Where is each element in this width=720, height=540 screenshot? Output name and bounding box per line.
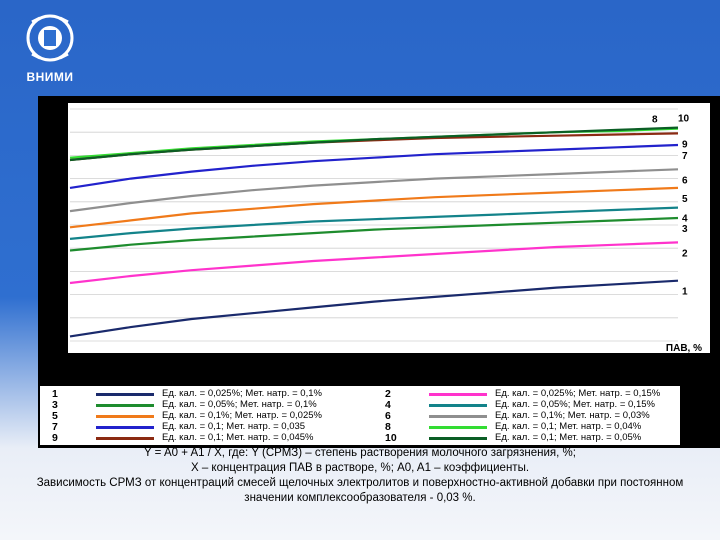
legend-number: 5 <box>52 410 58 422</box>
curve-label-8: 8 <box>652 115 658 126</box>
legend-label: Ед. кал. = 0,1%; Мет. натр. = 0,03% <box>495 410 650 421</box>
curve-label-7: 7 <box>682 151 688 162</box>
series-line-5 <box>69 186 679 229</box>
legend-number: 6 <box>385 410 391 422</box>
logo: ВНИМИ <box>22 10 78 88</box>
chart-area: 1 2 3 4 5 6 7 8 9 10 ПАВ, % <box>68 103 710 353</box>
caption-line-4: значении комплексообразователя - 0,03 %. <box>244 492 476 504</box>
legend-label: Ед. кал. = 0,1%; Мет. натр. = 0,025% <box>162 410 322 421</box>
legend-label: Ед. кал. = 0,05%; Мет. натр. = 0,1% <box>162 399 317 410</box>
series-line-3 <box>69 216 679 252</box>
legend-swatch <box>96 393 154 396</box>
chart-svg: 1 2 34 5 6 7 8 9 10 ПАВ, % <box>69 108 702 353</box>
series-line-2 <box>69 241 679 285</box>
series-line-10 <box>69 126 679 162</box>
series-line-4 <box>69 206 679 240</box>
caption: Y = A0 + A1 / X, где: Y (СРМЗ) – степень… <box>0 446 720 506</box>
legend-item-10: 10 Ед. кал. = 0,1; Мет. натр. = 0,05% <box>385 432 675 444</box>
legend-item-1: 1 Ед. кал. = 0,025%; Мет. натр. = 0,1% <box>52 388 342 400</box>
legend-label: Ед. кал. = 0,1; Мет. натр. = 0,045% <box>162 432 314 443</box>
legend-label: Ед. кал. = 0,1; Мет. натр. = 0,04% <box>495 421 642 432</box>
legend-label: Ед. кал. = 0,1; Мет. натр. = 0,035 <box>162 421 306 432</box>
legend-swatch <box>96 415 154 418</box>
legend-item-5: 5 Ед. кал. = 0,1%; Мет. натр. = 0,025% <box>52 410 342 422</box>
series-line-9 <box>69 132 679 162</box>
series-line-6 <box>69 168 679 213</box>
legend-number: 1 <box>52 388 58 400</box>
curve-label-4: 4 <box>682 214 688 225</box>
legend-number: 9 <box>52 432 58 444</box>
legend-item-9: 9 Ед. кал. = 0,1; Мет. натр. = 0,045% <box>52 432 342 444</box>
vnimi-emblem-icon <box>26 14 74 62</box>
x-axis-label: ПАВ, % <box>666 343 702 353</box>
legend-number: 3 <box>52 399 58 411</box>
caption-line-3: Зависимость СРМЗ от концентраций смесей … <box>36 477 684 489</box>
legend-item-8: 8 Ед. кал. = 0,1; Мет. натр. = 0,04% <box>385 421 675 433</box>
legend-swatch <box>429 393 487 396</box>
legend-swatch <box>429 426 487 429</box>
legend-swatch <box>429 415 487 418</box>
legend-swatch <box>96 437 154 440</box>
legend-number: 4 <box>385 399 391 411</box>
curve-label-2: 2 <box>682 248 688 259</box>
legend-item-3: 3 Ед. кал. = 0,05%; Мет. натр. = 0,1% <box>52 399 342 411</box>
legend-label: Ед. кал. = 0,025%; Мет. натр. = 0,1% <box>162 388 322 399</box>
legend: 1 Ед. кал. = 0,025%; Мет. натр. = 0,1% 2 Ед… <box>40 386 680 445</box>
legend-swatch <box>96 426 154 429</box>
legend-item-2: 2 Ед. кал. = 0,025%; Мет. натр. = 0,15% <box>385 388 675 400</box>
legend-item-7: 7 Ед. кал. = 0,1; Мет. натр. = 0,035 <box>52 421 342 433</box>
legend-number: 7 <box>52 421 58 433</box>
legend-label: Ед. кал. = 0,1; Мет. натр. = 0,05% <box>495 432 642 443</box>
curve-label-5: 5 <box>682 194 688 205</box>
legend-item-6: 6 Ед. кал. = 0,1%; Мет. натр. = 0,03% <box>385 410 675 422</box>
legend-label: Ед. кал. = 0,025%; Мет. натр. = 0,15% <box>495 388 661 399</box>
legend-item-4: 4 Ед. кал. = 0,05%; Мет. натр. = 0,15% <box>385 399 675 411</box>
series-line-1 <box>69 279 679 338</box>
caption-line-1: Y = A0 + A1 / X, где: Y (СРМЗ) – степень… <box>144 447 576 459</box>
curve-label-1: 1 <box>682 287 688 298</box>
legend-number: 2 <box>385 388 391 400</box>
curve-label-6: 6 <box>682 175 688 186</box>
legend-number: 8 <box>385 421 391 433</box>
caption-line-2: X – концентрация ПАВ в растворе, %; A0, … <box>190 462 530 474</box>
series-line-7 <box>69 143 679 189</box>
legend-swatch <box>429 404 487 407</box>
curve-label-3: 3 <box>682 224 688 235</box>
legend-swatch <box>429 437 487 440</box>
curve-label-9: 9 <box>682 139 688 150</box>
legend-swatch <box>96 404 154 407</box>
series-line-8 <box>69 127 679 159</box>
logo-text: ВНИМИ <box>26 70 74 84</box>
legend-number: 10 <box>385 432 397 444</box>
legend-label: Ед. кал. = 0,05%; Мет. натр. = 0,15% <box>495 399 655 410</box>
curve-label-10: 10 <box>678 114 690 125</box>
